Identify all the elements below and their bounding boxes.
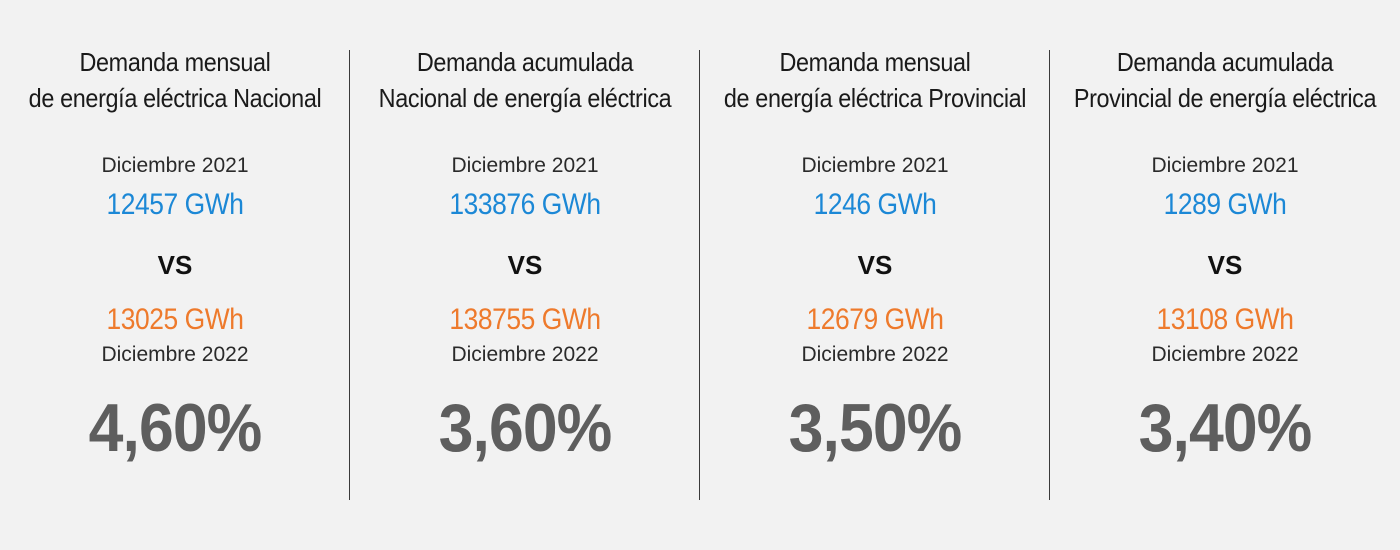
value-2021: 1289 GWh — [1163, 188, 1287, 221]
date-2022-label: Diciembre 2022 — [451, 343, 599, 366]
value-2022: 13025 GWh — [106, 303, 244, 336]
panel-national-cumulative: Demanda acumulada Nacional de energía el… — [350, 0, 700, 550]
vs-label: VS — [157, 250, 193, 280]
date-2022-label: Diciembre 2022 — [101, 343, 249, 366]
date-2022-label: Diciembre 2022 — [801, 343, 949, 366]
panel-title-line2: Provincial de energía eléctrica — [1073, 83, 1377, 113]
value-2021: 133876 GWh — [449, 188, 601, 221]
panel-divider — [1049, 50, 1050, 500]
panel-title: Demanda mensual de energía eléctrica Nac… — [18, 44, 333, 116]
date-2022-label: Diciembre 2022 — [1151, 343, 1299, 366]
panel-provincial-monthly: Demanda mensual de energía eléctrica Pro… — [700, 0, 1050, 550]
panel-title: Demanda acumulada Provincial de energía … — [1068, 44, 1383, 116]
value-2022: 138755 GWh — [449, 303, 601, 336]
panel-title-line2: de energía eléctrica Provincial — [723, 83, 1027, 113]
date-2021-label: Diciembre 2021 — [801, 154, 949, 177]
panel-title: Demanda acumulada Nacional de energía el… — [368, 44, 683, 116]
vs-label: VS — [507, 250, 543, 280]
value-2021: 12457 GWh — [106, 188, 244, 221]
panel-national-monthly: Demanda mensual de energía eléctrica Nac… — [0, 0, 350, 550]
value-2022: 12679 GWh — [806, 303, 944, 336]
vs-label: VS — [857, 250, 893, 280]
date-2021-label: Diciembre 2021 — [451, 154, 599, 177]
panel-divider — [349, 50, 350, 500]
panel-title-line1: Demanda acumulada — [416, 47, 634, 77]
value-2022: 13108 GWh — [1156, 303, 1294, 336]
panel-title: Demanda mensual de energía eléctrica Pro… — [718, 44, 1033, 116]
panel-divider — [699, 50, 700, 500]
value-2021: 1246 GWh — [813, 188, 937, 221]
panel-title-line1: Demanda mensual — [779, 47, 971, 77]
vs-label: VS — [1207, 250, 1243, 280]
panel-title-line1: Demanda acumulada — [1116, 47, 1334, 77]
percent-change: 3,50% — [788, 390, 963, 466]
percent-change: 3,60% — [438, 390, 613, 466]
percent-change: 4,60% — [88, 390, 263, 466]
panel-title-line1: Demanda mensual — [79, 47, 271, 77]
panel-title-line2: Nacional de energía eléctrica — [378, 83, 672, 113]
date-2021-label: Diciembre 2021 — [1151, 154, 1299, 177]
percent-change: 3,40% — [1138, 390, 1313, 466]
panel-provincial-cumulative: Demanda acumulada Provincial de energía … — [1050, 0, 1400, 550]
panel-title-line2: de energía eléctrica Nacional — [28, 83, 322, 113]
date-2021-label: Diciembre 2021 — [101, 154, 249, 177]
